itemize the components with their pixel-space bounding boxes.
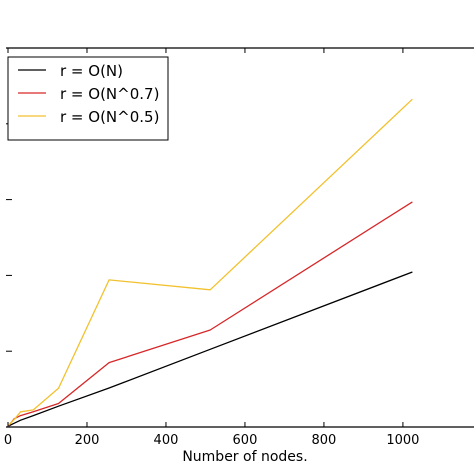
- series-line-2: [8, 201, 413, 426]
- x-tick-label-200: 200: [75, 433, 100, 448]
- x-tick-label-800: 800: [312, 433, 337, 448]
- series-layer: [8, 98, 413, 427]
- x-tick-label-400: 400: [154, 433, 179, 448]
- x-tick-label-600: 600: [233, 433, 258, 448]
- x-tick-label-0: 0: [4, 433, 12, 448]
- axes: 0 200 400 600 800 1000: [4, 47, 474, 448]
- legend-label-1: r = O(N): [60, 62, 123, 80]
- series-line-1: [8, 271, 413, 427]
- x-tick-label-1000: 1000: [386, 433, 419, 448]
- legend-label-2: r = O(N^0.7): [60, 85, 159, 103]
- x-axis-label: Number of nodes.: [182, 449, 307, 465]
- legend-label-3: r = O(N^0.5): [60, 108, 159, 126]
- legend-box: [7, 56, 169, 141]
- legend: r = O(N) r = O(N^0.7) r = O(N^0.5): [7, 56, 169, 141]
- series-line-3: [8, 98, 413, 426]
